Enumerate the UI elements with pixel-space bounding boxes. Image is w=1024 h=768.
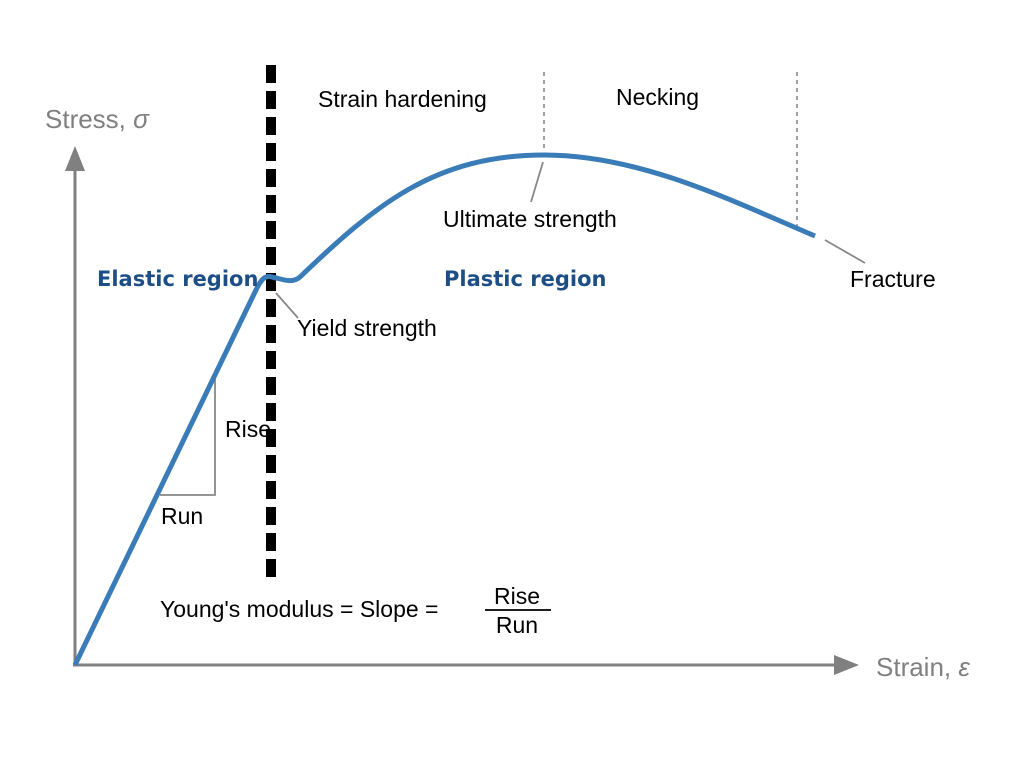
- fracture-leader: [824, 239, 866, 264]
- x-axis-title: Strain, ε: [876, 652, 970, 682]
- youngs-modulus-formula: Young's modulus = Slope =: [160, 596, 438, 622]
- yield-strength-label: Yield strength: [297, 315, 437, 341]
- run-label: Run: [161, 503, 203, 529]
- slope-triangle: [160, 378, 216, 496]
- ultimate-strength-label: Ultimate strength: [443, 206, 617, 232]
- elastic-region-label: Elastic region: [97, 267, 258, 291]
- fracture-label: Fracture: [850, 266, 936, 292]
- plastic-region-label: Plastic region: [444, 267, 606, 291]
- formula-denominator: Run: [496, 612, 538, 638]
- necking-label: Necking: [616, 84, 699, 110]
- strain-hardening-label: Strain hardening: [318, 86, 487, 112]
- epsilon-symbol: ε: [958, 652, 970, 682]
- yield-strength-leader: [275, 292, 299, 319]
- rise-label: Rise: [225, 416, 271, 442]
- x-axis-arrowhead: [834, 655, 859, 675]
- stress-strain-curve: [72, 152, 816, 667]
- ultimate-strength-leader: [530, 161, 544, 203]
- y-axis-arrowhead: [65, 146, 85, 171]
- formula-numerator: Rise: [494, 583, 540, 609]
- y-axis-title: Stress, σ: [45, 104, 150, 134]
- sigma-symbol: σ: [133, 104, 150, 134]
